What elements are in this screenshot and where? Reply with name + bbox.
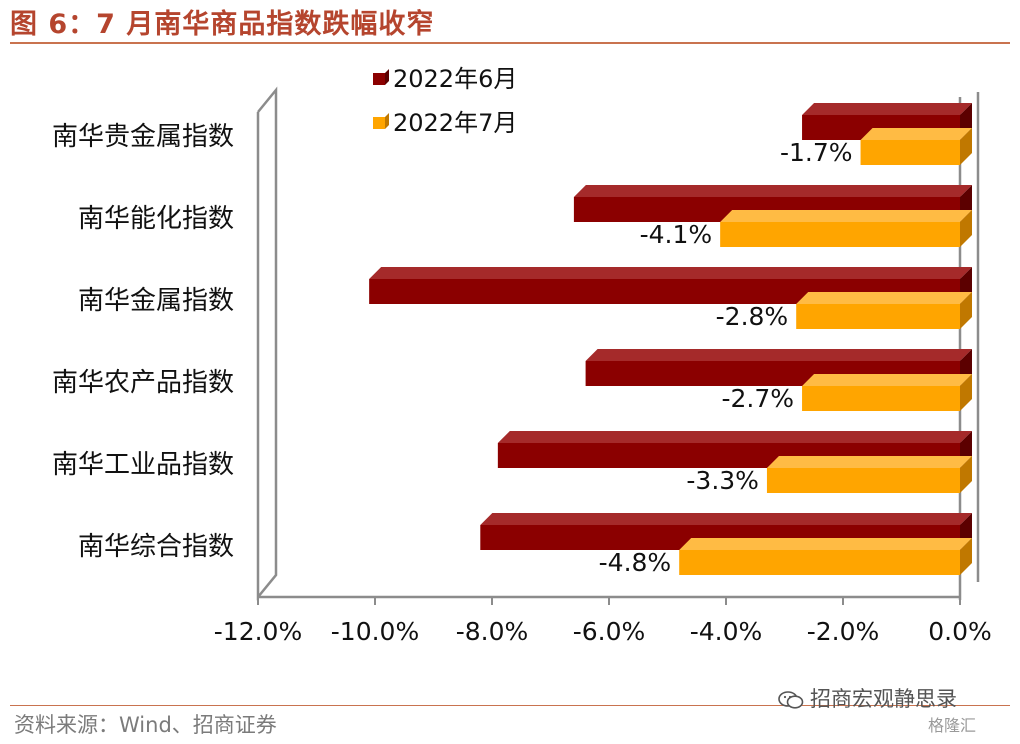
bar	[766, 456, 972, 493]
bar-top-face	[802, 103, 972, 115]
bar-chart: -1.7%-4.1%-2.8%-2.7%-3.3%-4.8% 南华贵金属指数南华…	[52, 65, 992, 646]
bar	[802, 374, 972, 411]
bar-front-face	[679, 550, 960, 575]
bar	[720, 210, 972, 247]
legend-swatch	[373, 73, 385, 85]
bar-top-face	[766, 456, 972, 468]
bar-top-face	[860, 128, 972, 140]
footer-divider	[10, 705, 1010, 706]
bar-side-face	[960, 538, 972, 575]
bar-top-face	[573, 185, 972, 197]
bar-top-face	[497, 431, 972, 443]
bar	[679, 538, 972, 575]
data-label: -4.8%	[599, 548, 672, 577]
bar	[497, 431, 972, 468]
bar-front-face	[860, 140, 960, 165]
category-label: 南华能化指数	[78, 204, 234, 234]
category-label: 南华农产品指数	[52, 368, 234, 398]
data-label-group: -1.7% -4.1% -2.8% -2.7% -3.3% -4.8%	[599, 138, 853, 577]
bar-side-face	[960, 292, 972, 329]
x-tick-label: -2.0%	[807, 617, 880, 646]
bar-front-face	[766, 468, 960, 493]
bar-side-face	[960, 128, 972, 165]
data-label: -2.7%	[722, 384, 795, 413]
data-label: -1.7%	[780, 138, 853, 167]
bar-front-face	[802, 386, 960, 411]
data-label: -2.8%	[716, 302, 789, 331]
x-tick-label: -8.0%	[456, 617, 529, 646]
x-tick-label: 0.0%	[928, 617, 992, 646]
watermark-text: 招商宏观静思录	[810, 687, 957, 711]
wechat-icon	[778, 691, 804, 709]
logo-text: 格隆汇	[928, 716, 977, 735]
x-tick-label: -10.0%	[331, 617, 419, 646]
bar-side-face	[960, 210, 972, 247]
logo: 格隆汇	[928, 712, 976, 736]
bar	[796, 292, 972, 329]
legend: 2022年6月 2022年7月	[373, 65, 517, 137]
bar	[860, 128, 972, 165]
data-label: -3.3%	[686, 466, 759, 495]
category-label: 南华综合指数	[78, 532, 234, 562]
legend-swatch	[373, 117, 385, 129]
bar-top-face	[480, 513, 972, 525]
category-label: 南华金属指数	[78, 286, 234, 316]
bar-top-face	[796, 292, 972, 304]
bar-top-face	[802, 374, 972, 386]
bar	[585, 349, 972, 386]
bar-front-face	[796, 304, 960, 329]
bar-top-face	[585, 349, 972, 361]
watermark: 招商宏观静思录	[778, 683, 957, 713]
legend-label: 2022年6月	[393, 65, 517, 93]
left-3d-panel	[256, 86, 278, 601]
data-label: -4.1%	[640, 220, 713, 249]
bar-group	[369, 103, 972, 575]
x-tick-group: -12.0% -10.0% -8.0% -6.0% -4.0% -2.0% 0.0%	[214, 597, 992, 646]
bar-front-face	[720, 222, 960, 247]
source-note: 资料来源：Wind、招商证券	[14, 713, 277, 737]
bar-side-face	[960, 456, 972, 493]
legend-label: 2022年7月	[393, 109, 517, 137]
chart-title: 图 6：7 月南华商品指数跌幅收窄	[10, 9, 435, 40]
category-label: 南华工业品指数	[52, 450, 234, 480]
bar-top-face	[720, 210, 972, 222]
bar-side-face	[960, 374, 972, 411]
bar-top-face	[369, 267, 972, 279]
category-label: 南华贵金属指数	[52, 122, 234, 152]
bar	[369, 267, 972, 304]
title-divider	[10, 42, 1010, 44]
x-tick-label: -4.0%	[690, 617, 763, 646]
x-tick-label: -6.0%	[573, 617, 646, 646]
bar-top-face	[679, 538, 972, 550]
legend-swatch-side	[385, 113, 389, 129]
x-tick-label: -12.0%	[214, 617, 302, 646]
legend-swatch-side	[385, 69, 389, 85]
